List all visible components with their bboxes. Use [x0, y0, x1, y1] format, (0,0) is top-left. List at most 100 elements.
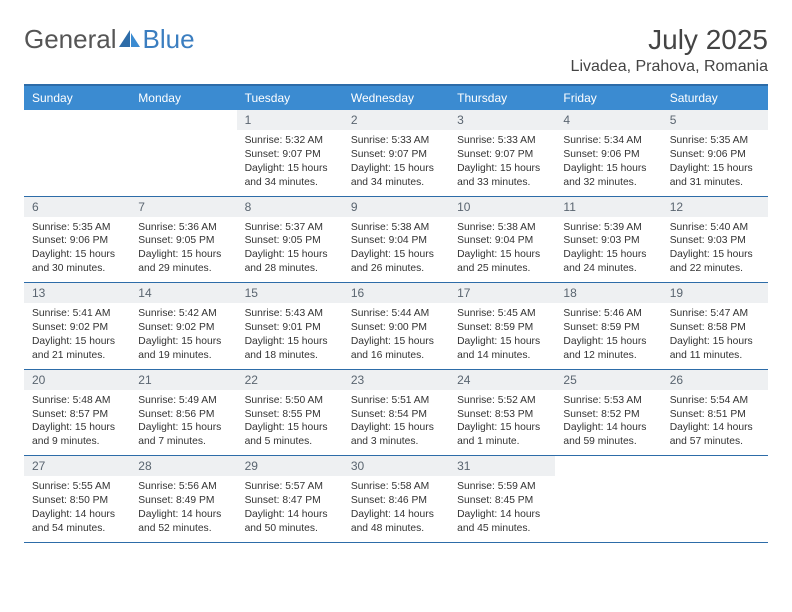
day-details: Sunrise: 5:52 AMSunset: 8:53 PMDaylight:…	[449, 390, 555, 456]
day-number: 13	[24, 283, 130, 303]
day-details: Sunrise: 5:42 AMSunset: 9:02 PMDaylight:…	[130, 303, 236, 369]
day-number: 8	[237, 197, 343, 217]
location: Livadea, Prahova, Romania	[571, 58, 768, 76]
calendar-day: 17Sunrise: 5:45 AMSunset: 8:59 PMDayligh…	[449, 283, 555, 370]
calendar-day: 26Sunrise: 5:54 AMSunset: 8:51 PMDayligh…	[662, 369, 768, 456]
day-details: Sunrise: 5:49 AMSunset: 8:56 PMDaylight:…	[130, 390, 236, 456]
day-number: 12	[662, 197, 768, 217]
calendar-day: 10Sunrise: 5:38 AMSunset: 9:04 PMDayligh…	[449, 196, 555, 283]
calendar-day: 29Sunrise: 5:57 AMSunset: 8:47 PMDayligh…	[237, 456, 343, 543]
calendar-empty	[555, 456, 661, 543]
calendar-week: 27Sunrise: 5:55 AMSunset: 8:50 PMDayligh…	[24, 456, 768, 543]
day-number: 7	[130, 197, 236, 217]
day-details: Sunrise: 5:48 AMSunset: 8:57 PMDaylight:…	[24, 390, 130, 456]
day-details: Sunrise: 5:47 AMSunset: 8:58 PMDaylight:…	[662, 303, 768, 369]
day-details: Sunrise: 5:39 AMSunset: 9:03 PMDaylight:…	[555, 217, 661, 283]
calendar-day: 22Sunrise: 5:50 AMSunset: 8:55 PMDayligh…	[237, 369, 343, 456]
calendar-body: 1Sunrise: 5:32 AMSunset: 9:07 PMDaylight…	[24, 110, 768, 542]
calendar-week: 6Sunrise: 5:35 AMSunset: 9:06 PMDaylight…	[24, 196, 768, 283]
calendar-day: 12Sunrise: 5:40 AMSunset: 9:03 PMDayligh…	[662, 196, 768, 283]
day-number: 6	[24, 197, 130, 217]
calendar-day: 14Sunrise: 5:42 AMSunset: 9:02 PMDayligh…	[130, 283, 236, 370]
calendar-day: 9Sunrise: 5:38 AMSunset: 9:04 PMDaylight…	[343, 196, 449, 283]
logo-text-general: General	[24, 24, 117, 55]
day-details: Sunrise: 5:38 AMSunset: 9:04 PMDaylight:…	[343, 217, 449, 283]
day-number: 21	[130, 370, 236, 390]
day-details: Sunrise: 5:56 AMSunset: 8:49 PMDaylight:…	[130, 476, 236, 542]
calendar-day: 28Sunrise: 5:56 AMSunset: 8:49 PMDayligh…	[130, 456, 236, 543]
day-number: 23	[343, 370, 449, 390]
day-details: Sunrise: 5:35 AMSunset: 9:06 PMDaylight:…	[24, 217, 130, 283]
calendar-day: 6Sunrise: 5:35 AMSunset: 9:06 PMDaylight…	[24, 196, 130, 283]
calendar-day: 4Sunrise: 5:34 AMSunset: 9:06 PMDaylight…	[555, 110, 661, 196]
calendar-day: 21Sunrise: 5:49 AMSunset: 8:56 PMDayligh…	[130, 369, 236, 456]
day-number: 22	[237, 370, 343, 390]
weekday-header: Wednesday	[343, 86, 449, 110]
day-details: Sunrise: 5:53 AMSunset: 8:52 PMDaylight:…	[555, 390, 661, 456]
day-number: 30	[343, 456, 449, 476]
day-details: Sunrise: 5:45 AMSunset: 8:59 PMDaylight:…	[449, 303, 555, 369]
calendar-day: 1Sunrise: 5:32 AMSunset: 9:07 PMDaylight…	[237, 110, 343, 196]
calendar-week: 1Sunrise: 5:32 AMSunset: 9:07 PMDaylight…	[24, 110, 768, 196]
day-details: Sunrise: 5:55 AMSunset: 8:50 PMDaylight:…	[24, 476, 130, 542]
weekday-header: Monday	[130, 86, 236, 110]
title-block: July 2025 Livadea, Prahova, Romania	[571, 24, 768, 76]
day-details: Sunrise: 5:36 AMSunset: 9:05 PMDaylight:…	[130, 217, 236, 283]
day-details: Sunrise: 5:35 AMSunset: 9:06 PMDaylight:…	[662, 130, 768, 196]
day-number: 24	[449, 370, 555, 390]
day-number: 15	[237, 283, 343, 303]
calendar-day: 15Sunrise: 5:43 AMSunset: 9:01 PMDayligh…	[237, 283, 343, 370]
day-number: 29	[237, 456, 343, 476]
day-number: 16	[343, 283, 449, 303]
logo-text-blue: Blue	[143, 24, 195, 55]
day-number: 2	[343, 110, 449, 130]
day-details: Sunrise: 5:32 AMSunset: 9:07 PMDaylight:…	[237, 130, 343, 196]
day-number: 14	[130, 283, 236, 303]
day-number: 28	[130, 456, 236, 476]
logo: General Blue	[24, 24, 195, 55]
day-details: Sunrise: 5:58 AMSunset: 8:46 PMDaylight:…	[343, 476, 449, 542]
weekday-header: Sunday	[24, 86, 130, 110]
day-number: 18	[555, 283, 661, 303]
calendar-day: 8Sunrise: 5:37 AMSunset: 9:05 PMDaylight…	[237, 196, 343, 283]
calendar-day: 25Sunrise: 5:53 AMSunset: 8:52 PMDayligh…	[555, 369, 661, 456]
day-details: Sunrise: 5:54 AMSunset: 8:51 PMDaylight:…	[662, 390, 768, 456]
day-details: Sunrise: 5:41 AMSunset: 9:02 PMDaylight:…	[24, 303, 130, 369]
day-number: 27	[24, 456, 130, 476]
calendar-day: 24Sunrise: 5:52 AMSunset: 8:53 PMDayligh…	[449, 369, 555, 456]
calendar-day: 2Sunrise: 5:33 AMSunset: 9:07 PMDaylight…	[343, 110, 449, 196]
weekday-header: Thursday	[449, 86, 555, 110]
calendar-empty	[662, 456, 768, 543]
day-number: 25	[555, 370, 661, 390]
day-details: Sunrise: 5:46 AMSunset: 8:59 PMDaylight:…	[555, 303, 661, 369]
day-details: Sunrise: 5:51 AMSunset: 8:54 PMDaylight:…	[343, 390, 449, 456]
calendar-day: 16Sunrise: 5:44 AMSunset: 9:00 PMDayligh…	[343, 283, 449, 370]
day-details: Sunrise: 5:38 AMSunset: 9:04 PMDaylight:…	[449, 217, 555, 283]
day-number: 11	[555, 197, 661, 217]
day-number: 9	[343, 197, 449, 217]
day-number: 1	[237, 110, 343, 130]
calendar-day: 30Sunrise: 5:58 AMSunset: 8:46 PMDayligh…	[343, 456, 449, 543]
day-number: 17	[449, 283, 555, 303]
day-number: 19	[662, 283, 768, 303]
day-number: 5	[662, 110, 768, 130]
day-number: 10	[449, 197, 555, 217]
calendar-day: 20Sunrise: 5:48 AMSunset: 8:57 PMDayligh…	[24, 369, 130, 456]
header: General Blue July 2025 Livadea, Prahova,…	[24, 24, 768, 76]
calendar-day: 18Sunrise: 5:46 AMSunset: 8:59 PMDayligh…	[555, 283, 661, 370]
calendar-day: 27Sunrise: 5:55 AMSunset: 8:50 PMDayligh…	[24, 456, 130, 543]
day-details: Sunrise: 5:33 AMSunset: 9:07 PMDaylight:…	[449, 130, 555, 196]
day-details: Sunrise: 5:33 AMSunset: 9:07 PMDaylight:…	[343, 130, 449, 196]
weekday-header: Friday	[555, 86, 661, 110]
day-number: 3	[449, 110, 555, 130]
calendar-empty	[130, 110, 236, 196]
day-details: Sunrise: 5:57 AMSunset: 8:47 PMDaylight:…	[237, 476, 343, 542]
day-details: Sunrise: 5:40 AMSunset: 9:03 PMDaylight:…	[662, 217, 768, 283]
logo-sail-icon	[119, 30, 141, 48]
calendar-table: SundayMondayTuesdayWednesdayThursdayFrid…	[24, 86, 768, 543]
calendar-day: 5Sunrise: 5:35 AMSunset: 9:06 PMDaylight…	[662, 110, 768, 196]
day-number: 20	[24, 370, 130, 390]
day-details: Sunrise: 5:59 AMSunset: 8:45 PMDaylight:…	[449, 476, 555, 542]
day-number: 4	[555, 110, 661, 130]
calendar-day: 11Sunrise: 5:39 AMSunset: 9:03 PMDayligh…	[555, 196, 661, 283]
